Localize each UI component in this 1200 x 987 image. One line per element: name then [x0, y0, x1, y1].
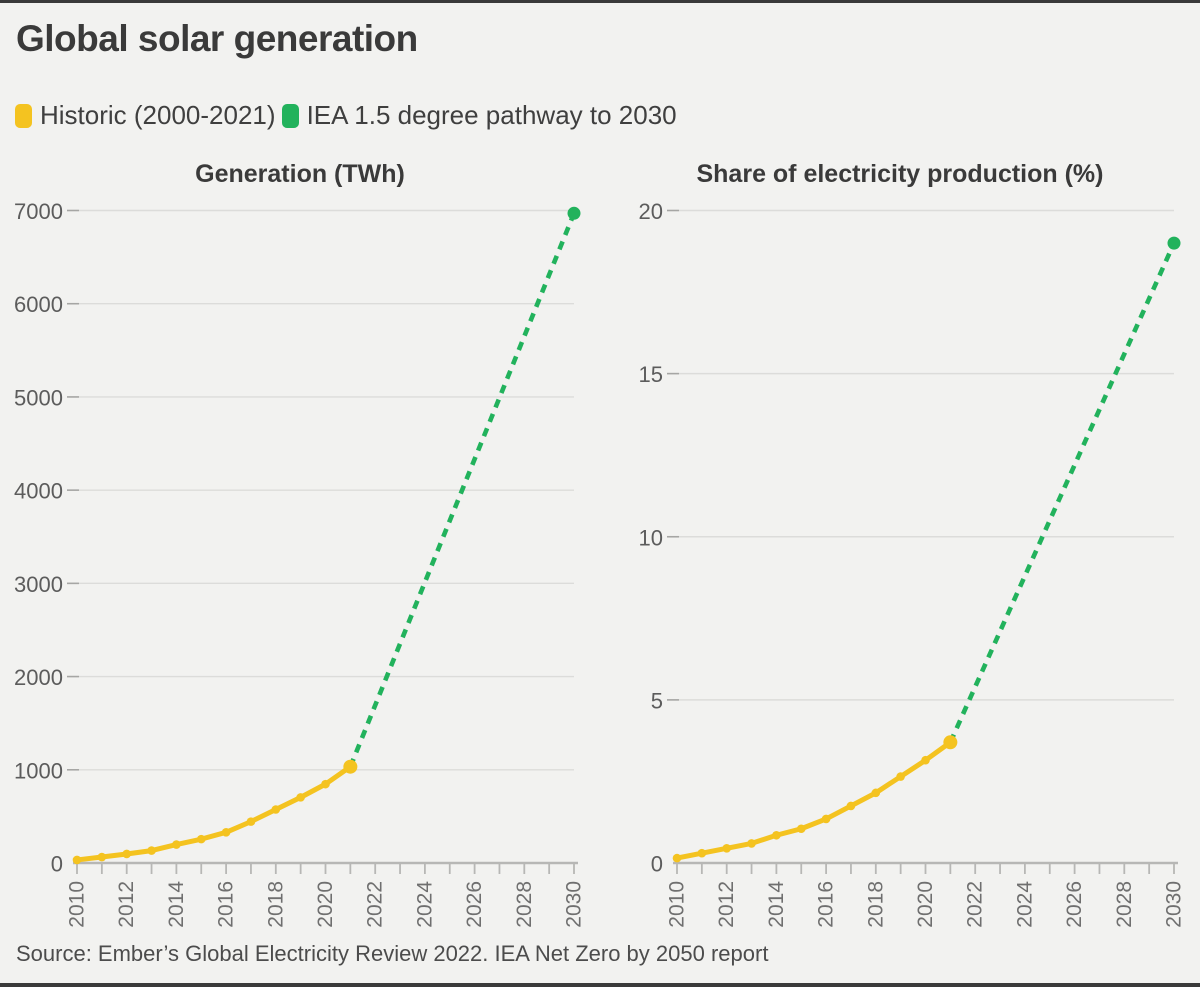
x-tick-label: 2026 — [463, 881, 486, 928]
x-tick-label: 2010 — [66, 881, 89, 928]
x-tick-label: 2028 — [1113, 881, 1136, 928]
historic-data-point — [343, 759, 358, 774]
y-tick-label: 3000 — [14, 572, 63, 597]
historic-polyline — [74, 764, 353, 863]
y-tick-label: 10 — [639, 525, 663, 550]
historic-data-point — [72, 855, 82, 865]
share-chart-title: Share of electricity production (%) — [696, 160, 1104, 188]
historic-data-point — [821, 814, 831, 824]
source-note: Source: Ember’s Global Electricity Revie… — [16, 941, 769, 966]
historic-data-point — [172, 840, 181, 849]
historic-data-point — [321, 779, 330, 789]
x-tick-label: 2030 — [1163, 881, 1186, 928]
legend-label-pathway: IEA 1.5 degree pathway to 2030 — [306, 100, 677, 130]
grid-layer: 0 1000 2000 3000 4000 5000 6000 7000 2010 2012 201… — [14, 199, 585, 928]
x-tick-label: 2018 — [264, 881, 287, 928]
legend-label-historic: Historic (2000-2021) — [40, 100, 276, 130]
x-tick-label: 2024 — [1013, 881, 1036, 928]
historic-data-point — [246, 817, 256, 826]
x-tick-label: 2016 — [815, 881, 838, 928]
y-tick-label: 0 — [51, 852, 63, 877]
pathway-end-point — [1167, 236, 1181, 250]
historic-data-point — [296, 793, 305, 802]
historic-data-point — [122, 849, 131, 859]
historic-data-point — [871, 788, 881, 798]
historic-line — [672, 735, 958, 863]
y-tick-label: 15 — [639, 362, 663, 387]
historic-data-point — [921, 755, 930, 765]
historic-data-point — [747, 839, 756, 848]
historic-data-point — [196, 834, 206, 844]
pathway-line — [948, 242, 1177, 744]
x-tick-label: 2018 — [864, 881, 887, 928]
x-tick-label: 2012 — [715, 881, 738, 928]
y-tick-label: 1000 — [14, 758, 63, 783]
y-tick-label: 0 — [651, 852, 663, 877]
share-chart-plot: 0 5 10 15 20 2010 2012 2014 2016 2018 2020 2022 2024… — [639, 199, 1186, 928]
x-tick-label: 2022 — [964, 881, 987, 928]
x-tick-label: 2024 — [413, 881, 436, 928]
y-tick-label: 5000 — [14, 385, 63, 410]
x-tick-label: 2014 — [165, 881, 188, 928]
historic-line — [72, 759, 358, 865]
x-tick-label: 2012 — [115, 881, 138, 928]
bottom-frame-bar — [0, 983, 1200, 987]
historic-data-point — [943, 735, 958, 750]
y-tick-label: 6000 — [14, 292, 63, 317]
x-tick-label: 2020 — [914, 881, 937, 928]
pathway-line — [348, 212, 577, 768]
historic-data-point — [147, 846, 156, 855]
y-tick-label: 7000 — [14, 199, 63, 224]
generation-chart-plot: 0 1000 2000 3000 4000 5000 6000 7000 2010 2012 201… — [14, 199, 585, 928]
x-tick-label: 2020 — [314, 881, 337, 928]
historic-data-point — [846, 801, 856, 811]
historic-data-point — [221, 828, 231, 837]
y-tick-label: 20 — [639, 199, 663, 224]
generation-chart: Generation (TWh) 0 1000 2000 3000 4000 5000 60… — [0, 150, 600, 950]
page-title: Global solar generation — [16, 18, 418, 59]
top-frame-bar — [0, 0, 1200, 3]
y-tick-label: 5 — [651, 688, 663, 713]
historic-polyline — [674, 739, 953, 861]
x-tick-label: 2010 — [666, 881, 689, 928]
historic-data-point — [97, 852, 107, 862]
historic-data-point — [722, 844, 731, 853]
historic-data-point — [896, 772, 905, 781]
historic-data-point — [697, 848, 707, 858]
legend-swatch-historic — [15, 103, 32, 128]
legend-swatch-pathway — [281, 103, 299, 128]
grid-layer: 0 5 10 15 20 2010 2012 2014 2016 2018 2020 2022 2024… — [639, 199, 1186, 928]
y-tick-label: 4000 — [14, 479, 63, 504]
x-tick-label: 2014 — [765, 881, 788, 928]
historic-data-point — [271, 805, 281, 814]
generation-chart-title: Generation (TWh) — [195, 160, 405, 188]
x-tick-label: 2030 — [563, 881, 586, 928]
historic-data-point — [772, 830, 781, 840]
pathway-end-point — [567, 206, 581, 220]
legend: Historic (2000-2021) IEA 1.5 degree path… — [15, 100, 677, 131]
y-tick-label: 2000 — [14, 665, 63, 690]
historic-data-point — [672, 853, 682, 863]
x-tick-label: 2016 — [215, 881, 238, 928]
historic-data-point — [796, 824, 806, 834]
x-tick-label: 2022 — [364, 881, 387, 928]
x-tick-label: 2026 — [1063, 881, 1086, 928]
share-chart: Share of electricity production (%) 0 5 10… — [600, 150, 1200, 950]
x-tick-label: 2028 — [513, 881, 536, 928]
